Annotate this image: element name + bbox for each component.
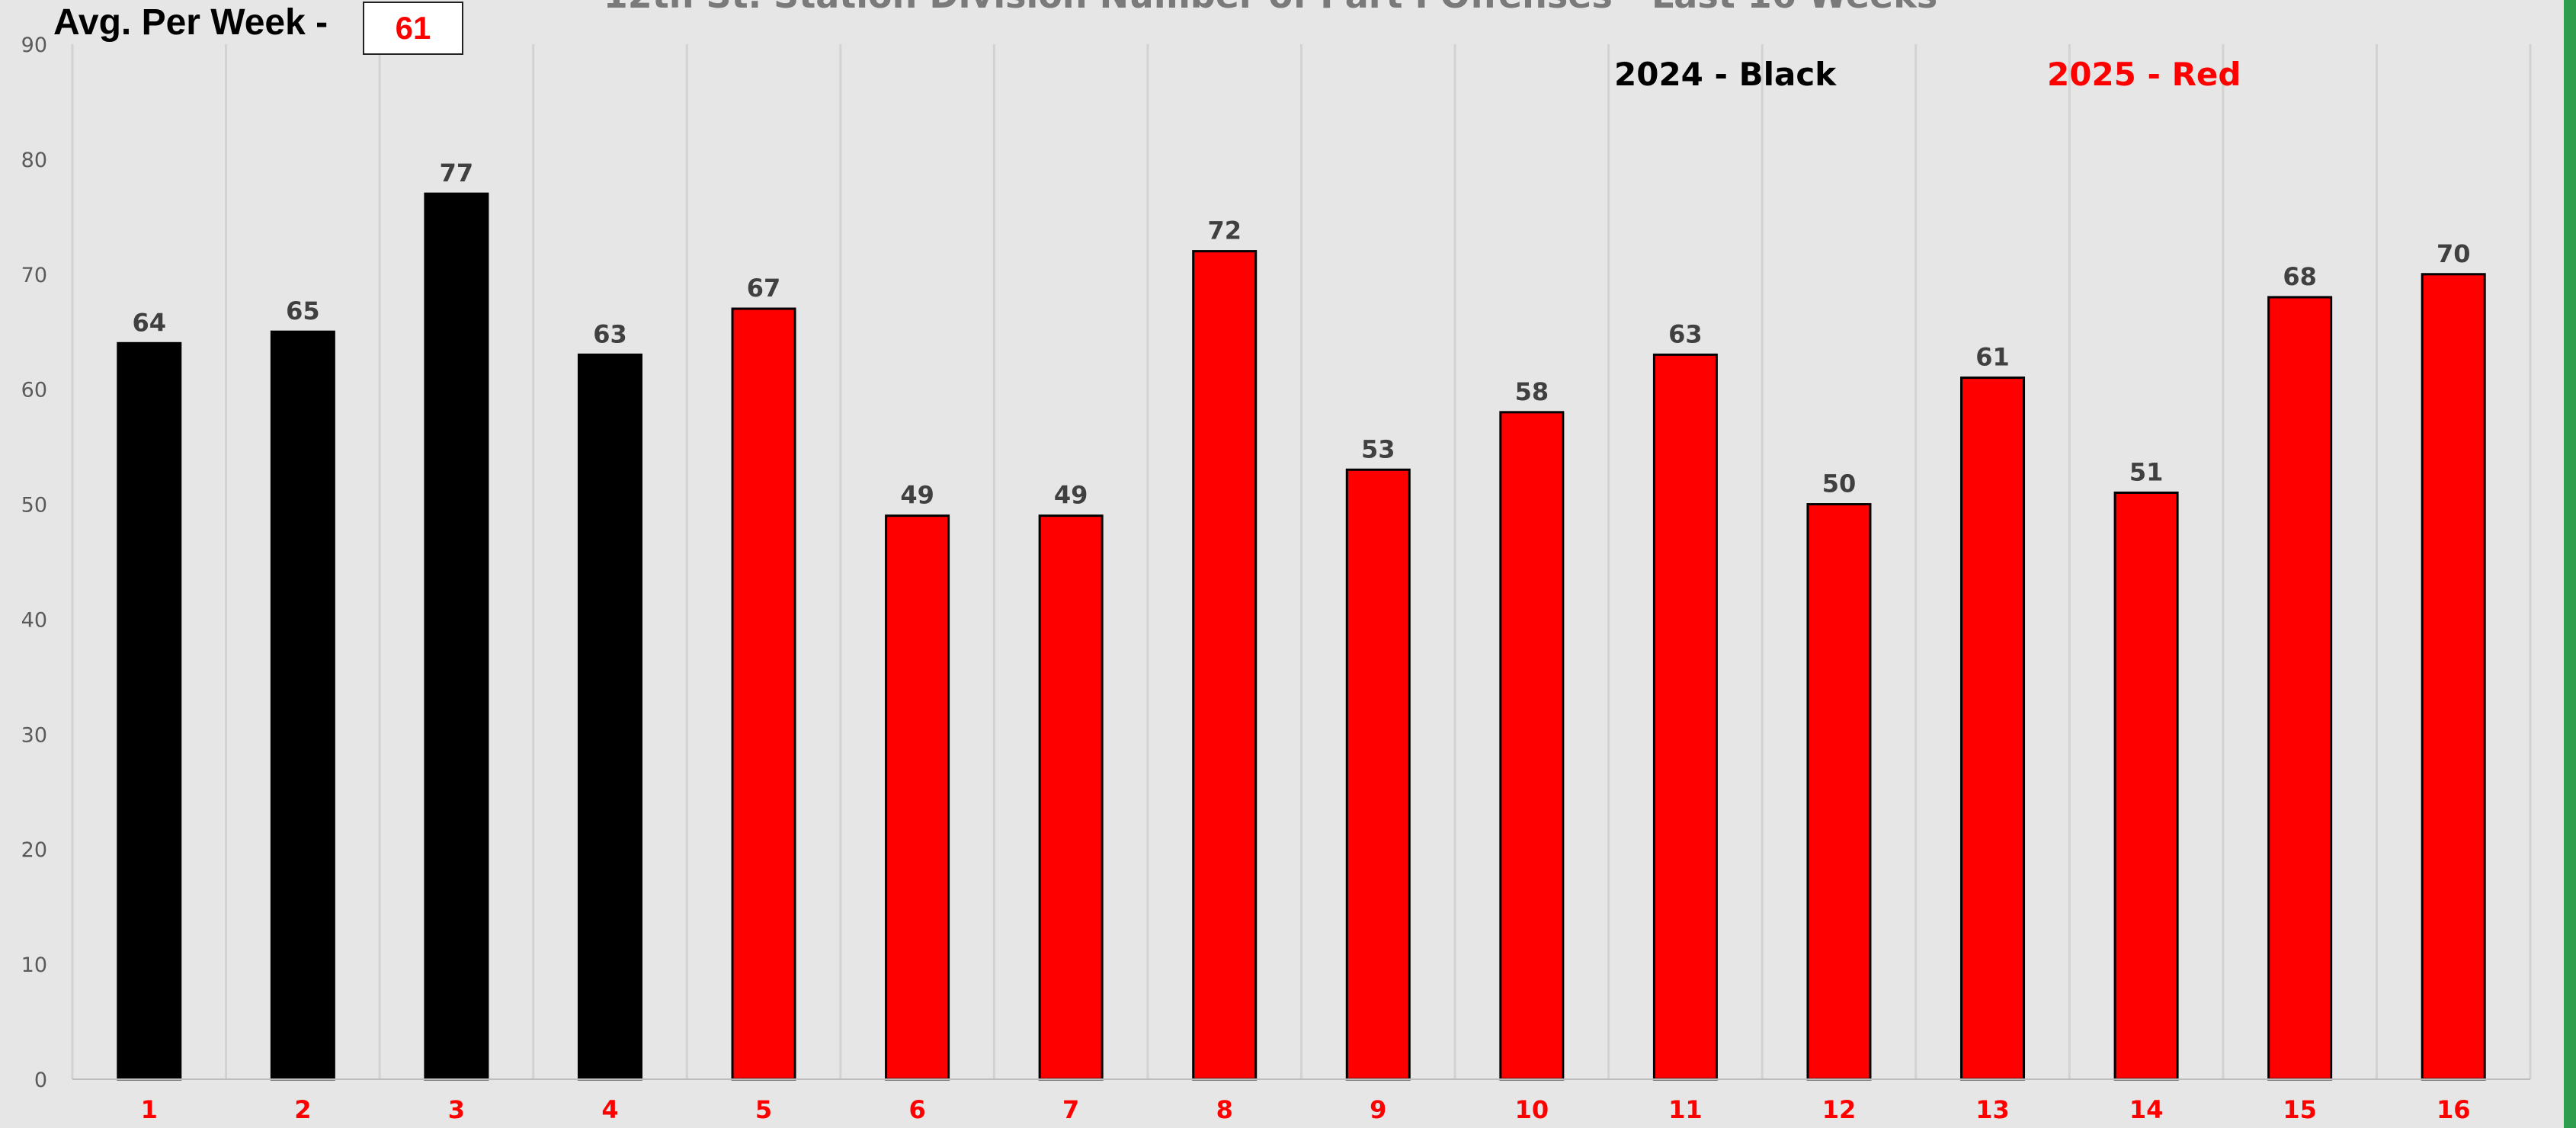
y-tick-label: 30 <box>21 723 47 747</box>
data-label: 65 <box>286 296 320 325</box>
data-label: 64 <box>133 308 167 337</box>
data-label: 53 <box>1361 434 1395 463</box>
bar-week-15 <box>2267 296 2333 1081</box>
legend-entry-2025: 2025 - Red <box>2047 56 2241 93</box>
x-tick-label: 7 <box>1062 1095 1079 1124</box>
y-tick-label: 80 <box>21 149 47 172</box>
legend: 2024 - Black 2025 - Red <box>1614 56 2241 93</box>
bar-week-3 <box>424 192 489 1081</box>
data-label: 63 <box>593 319 627 348</box>
x-tick-label: 4 <box>601 1095 618 1124</box>
x-tick-label: 3 <box>448 1095 465 1124</box>
data-label: 77 <box>440 159 474 187</box>
data-label: 63 <box>1668 319 1703 348</box>
bar-week-9 <box>1345 468 1411 1081</box>
x-tick-label: 10 <box>1515 1095 1549 1124</box>
chart-title: 12th St. Station Division Number of Part… <box>604 0 1937 16</box>
data-label: 72 <box>1207 216 1242 245</box>
bar-week-5 <box>731 307 796 1081</box>
legend-entry-2024: 2024 - Black <box>1614 56 1837 93</box>
gridlines <box>71 44 2532 1079</box>
y-tick-label: 60 <box>21 379 47 402</box>
data-label: 67 <box>747 274 781 303</box>
y-axis: 0 10 20 30 40 50 60 70 80 90 <box>21 34 47 1092</box>
x-tick-label: 13 <box>1975 1095 2010 1124</box>
x-tick-label: 15 <box>2283 1095 2317 1124</box>
y-tick-label: 70 <box>21 264 47 287</box>
x-axis: 1 2 3 4 5 6 7 8 9 10 11 12 13 14 15 16 <box>72 1078 2530 1124</box>
x-tick-label: 11 <box>1668 1095 1703 1124</box>
x-tick-label: 5 <box>755 1095 772 1124</box>
x-tick-label: 1 <box>141 1095 158 1124</box>
bar-week-12 <box>1806 503 1872 1081</box>
x-tick-label: 14 <box>2129 1095 2164 1124</box>
x-tick-label: 6 <box>908 1095 925 1124</box>
x-tick-label: 16 <box>2437 1095 2471 1124</box>
bars: 64 65 77 63 67 49 49 72 53 58 63 50 61 51 68 70 <box>117 159 2486 1081</box>
y-tick-label: 50 <box>21 494 47 518</box>
data-label: 70 <box>2437 239 2471 268</box>
bar-week-4 <box>577 353 642 1081</box>
data-label: 61 <box>1975 343 2010 372</box>
data-label: 50 <box>1822 469 1857 498</box>
x-tick-label: 2 <box>294 1095 311 1124</box>
bar-week-8 <box>1192 250 1258 1081</box>
avg-per-week-value: 61 <box>363 2 463 55</box>
y-tick-label: 10 <box>21 953 47 977</box>
bar-week-1 <box>117 341 182 1081</box>
data-label: 49 <box>1054 481 1088 510</box>
bar-week-11 <box>1652 353 1718 1081</box>
data-label: 58 <box>1515 377 1549 406</box>
data-label: 49 <box>900 481 934 510</box>
y-tick-label: 90 <box>21 34 47 57</box>
y-tick-label: 40 <box>21 608 47 632</box>
bar-week-14 <box>2113 491 2179 1081</box>
y-tick-label: 20 <box>21 838 47 862</box>
window-edge <box>2564 0 2576 1128</box>
data-label: 68 <box>2283 262 2317 291</box>
x-tick-label: 12 <box>1822 1095 1857 1124</box>
data-label: 51 <box>2129 457 2164 486</box>
bar-week-16 <box>2421 273 2486 1081</box>
bar-week-2 <box>270 330 335 1081</box>
bar-week-10 <box>1499 411 1565 1081</box>
bar-week-6 <box>885 514 950 1081</box>
bar-week-13 <box>1960 377 2026 1081</box>
y-tick-label: 0 <box>34 1069 47 1092</box>
x-tick-label: 9 <box>1370 1095 1386 1124</box>
bar-week-7 <box>1038 514 1104 1081</box>
x-tick-label: 8 <box>1216 1095 1233 1124</box>
avg-per-week-label: Avg. Per Week - <box>53 2 328 43</box>
